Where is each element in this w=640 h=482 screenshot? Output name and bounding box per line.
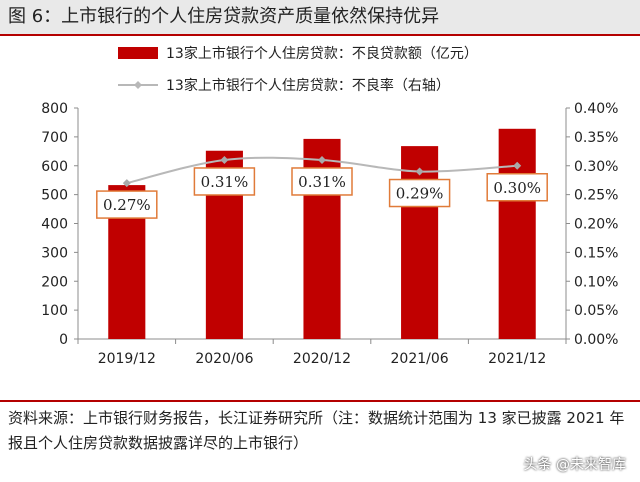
ratio-point (513, 161, 522, 170)
y-right-tick-label: 0.10% (574, 274, 618, 290)
legend-marker-line (134, 81, 142, 89)
y-left-tick-label: 800 (41, 101, 68, 117)
y-left-tick-label: 300 (41, 245, 68, 261)
data-label: 0.27% (103, 196, 151, 214)
chart: 13家上市银行个人住房贷款：不良贷款额（亿元） 13家上市银行个人住房贷款：不良率… (41, 45, 618, 367)
bar (401, 146, 439, 339)
y-right-tick-label: 0.40% (574, 101, 618, 117)
data-label-box (193, 167, 256, 196)
data-label: 0.31% (201, 173, 249, 191)
y-right-tick-label: 0.25% (574, 188, 618, 204)
ratio-point (122, 179, 131, 188)
figure-title: 图 6：上市银行的个人住房贷款资产质量依然保持优异 (8, 6, 440, 27)
data-label: 0.30% (493, 179, 541, 197)
data-label-box (486, 173, 548, 202)
y-right-tick-label: 0.15% (574, 245, 618, 261)
y-left-tick-label: 0 (59, 332, 68, 348)
footer-divider (0, 400, 640, 402)
x-tick-label: 2019/12 (98, 351, 156, 367)
figure-title-bar: 图 6：上市银行的个人住房贷款资产质量依然保持优异 (0, 0, 640, 36)
bar (498, 128, 536, 339)
legend-label-bar: 13家上市银行个人住房贷款：不良贷款额（亿元） (166, 45, 478, 62)
ratio-point (415, 167, 424, 176)
data-label-box (96, 190, 158, 219)
source-note: 资料来源：上市银行财务报告，长江证券研究所（注：数据统计范围为 13 家已披露 … (8, 409, 625, 452)
y-left-tick-label: 500 (41, 188, 68, 204)
y-left-tick-label: 600 (41, 159, 68, 175)
x-tick-label: 2020/12 (293, 351, 351, 367)
legend-swatch-bar (118, 47, 158, 59)
y-right-tick-label: 0.05% (574, 303, 618, 319)
y-left-tick-label: 400 (41, 217, 68, 233)
data-label-box (388, 178, 451, 208)
y-left-tick-label: 100 (41, 303, 68, 319)
legend-label-line: 13家上市银行个人住房贷款：不良率（右轴） (166, 77, 450, 94)
data-label: 0.29% (396, 185, 444, 203)
data-label: 0.31% (298, 173, 346, 191)
y-right-tick-label: 0.35% (574, 130, 618, 146)
y-left-tick-label: 200 (41, 274, 68, 290)
x-tick-label: 2021/06 (391, 351, 449, 367)
watermark: 头条 @未来智库 (523, 457, 626, 473)
data-label-box (291, 167, 353, 196)
x-tick-label: 2020/06 (195, 351, 253, 367)
ratio-point (318, 155, 326, 164)
y-right-tick-label: 0.30% (574, 159, 618, 175)
y-right-tick-label: 0.00% (574, 332, 618, 348)
y-left-tick-label: 700 (41, 130, 68, 146)
x-tick-label: 2021/12 (488, 351, 546, 367)
y-right-tick-label: 0.20% (574, 217, 618, 233)
ratio-point (220, 155, 229, 164)
